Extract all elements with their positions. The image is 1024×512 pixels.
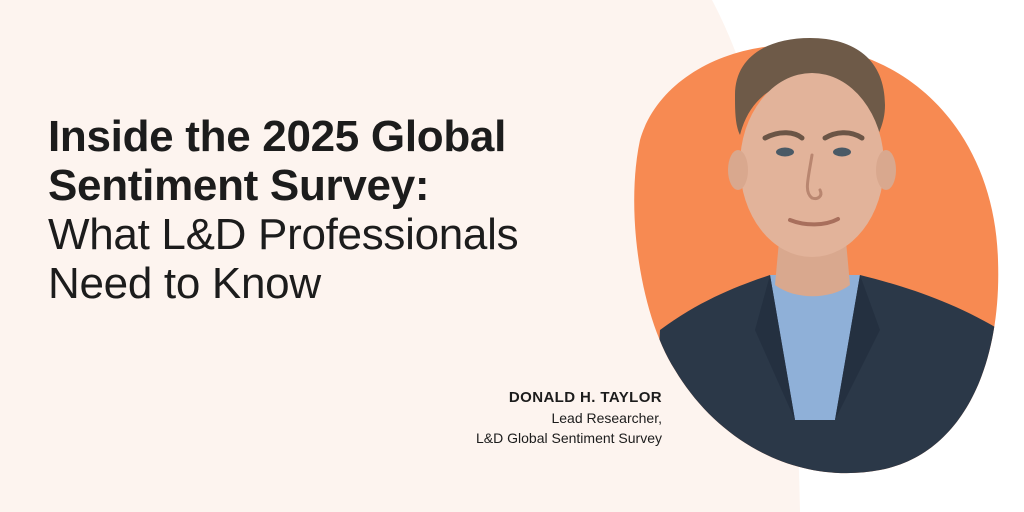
headline-line-1: Inside the 2025 Global bbox=[48, 112, 506, 161]
headline: Inside the 2025 Global Sentiment Survey:… bbox=[48, 112, 648, 308]
author-affiliation: L&D Global Sentiment Survey bbox=[476, 430, 662, 446]
person-portrait-icon bbox=[735, 38, 885, 135]
byline: DONALD H. TAYLOR Lead Researcher, L&D Gl… bbox=[476, 388, 662, 448]
author-role: Lead Researcher, bbox=[551, 410, 662, 426]
headline-line-4: Need to Know bbox=[48, 259, 321, 308]
headline-line-2: Sentiment Survey: bbox=[48, 161, 430, 210]
author-name: DONALD H. TAYLOR bbox=[508, 389, 662, 406]
headline-line-3: What L&D Professionals bbox=[48, 210, 519, 259]
portrait-photo bbox=[634, 38, 999, 474]
